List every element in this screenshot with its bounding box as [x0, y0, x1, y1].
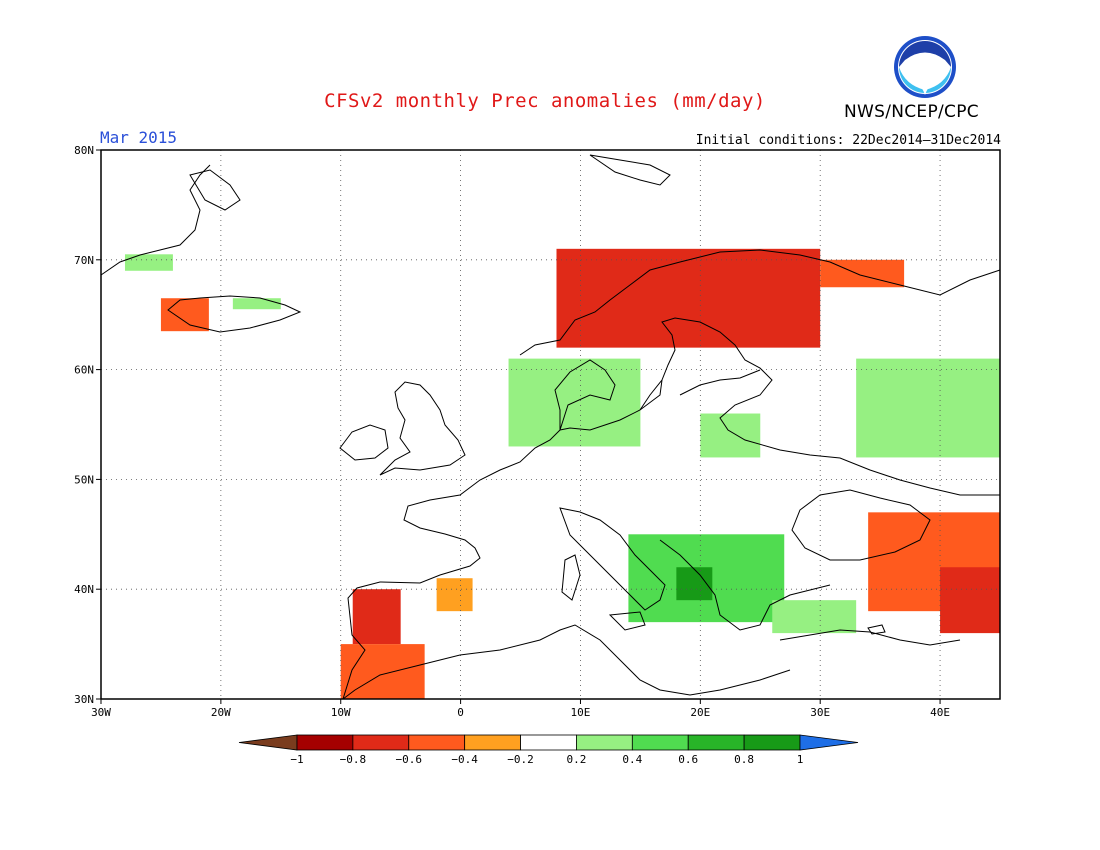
colorbar-label: 0.6 — [678, 753, 698, 766]
lon-label: 30E — [810, 706, 830, 719]
lon-label: 40E — [930, 706, 950, 719]
lon-label: 20W — [211, 706, 231, 719]
colorbar-swatch — [464, 734, 521, 751]
colorbar-swatch — [576, 734, 633, 751]
colorbar-label: 1 — [797, 753, 804, 766]
anomaly-eastern-spain — [436, 578, 473, 612]
colorbar-swatch — [408, 734, 466, 751]
noaa-logo-text: NOAA — [911, 58, 940, 68]
anomaly-iceland-north — [232, 298, 281, 310]
lat-label: 50N — [74, 473, 94, 486]
map-area — [100, 149, 1001, 700]
colorbar-label: −1 — [290, 753, 303, 766]
initial-conditions: Initial conditions: 22Dec2014–31Dec2014 — [695, 133, 1001, 148]
anomaly-baltic — [700, 413, 761, 458]
colorbar-swatch — [296, 734, 354, 751]
agency-label: NWS/NCEP/CPC — [844, 102, 979, 122]
colorbar-high-extend — [799, 734, 859, 751]
coastlines — [100, 154, 1001, 700]
colorbar-label: −0.4 — [451, 753, 478, 766]
anomaly-layer — [124, 248, 1000, 699]
colorbar-swatch — [631, 734, 689, 751]
map-title-text: CFSv2 monthly Prec anomalies (mm/day) — [324, 90, 766, 112]
latitude-labels: 30N 40N 50N 60N 70N 80N — [74, 144, 101, 706]
longitude-labels: 30W 20W 10W 0 10E 20E 30E 40E — [91, 699, 950, 719]
colorbar-label: −0.2 — [507, 753, 534, 766]
anomaly-iceland-west — [160, 298, 209, 332]
colorbar-swatch — [743, 734, 801, 751]
anomaly-russia-east — [856, 358, 1000, 458]
lon-label: 0 — [457, 706, 464, 719]
colorbar-label: −0.8 — [340, 753, 367, 766]
lon-label: 30W — [91, 706, 111, 719]
lat-label: 30N — [74, 693, 94, 706]
colorbar-low-extend — [238, 734, 298, 751]
lat-label: 40N — [74, 583, 94, 596]
map-frame — [100, 149, 1001, 700]
map-title: CFSv2 monthly Prec anomalies (mm/day) — [0, 90, 1100, 112]
colorbar-label: 0.2 — [567, 753, 587, 766]
colorbar: −1 −0.8 −0.6 −0.4 −0.2 0.2 0.4 0.6 0.8 1 — [238, 734, 859, 766]
lat-label: 70N — [74, 254, 94, 267]
anomaly-portugal — [352, 589, 401, 645]
forecast-month: Mar 2015 — [100, 128, 178, 147]
colorbar-swatch — [352, 734, 410, 751]
lat-label: 60N — [74, 364, 94, 377]
anomaly-east-turkey — [940, 567, 1000, 634]
lon-label: 10E — [571, 706, 591, 719]
colorbar-label: −0.6 — [396, 753, 423, 766]
colorbar-label: 0.4 — [622, 753, 642, 766]
colorbar-label: 0.8 — [734, 753, 754, 766]
anomaly-turkey-west — [772, 600, 857, 634]
anomaly-greenland-east — [124, 254, 173, 271]
anomaly-northern-norway — [556, 248, 821, 348]
colorbar-swatch — [520, 734, 577, 751]
noaa-logo: NOAA — [894, 36, 956, 98]
lon-label: 10W — [331, 706, 351, 719]
lat-label: 80N — [74, 144, 94, 157]
lon-label: 20E — [690, 706, 710, 719]
colorbar-swatch — [687, 734, 745, 751]
